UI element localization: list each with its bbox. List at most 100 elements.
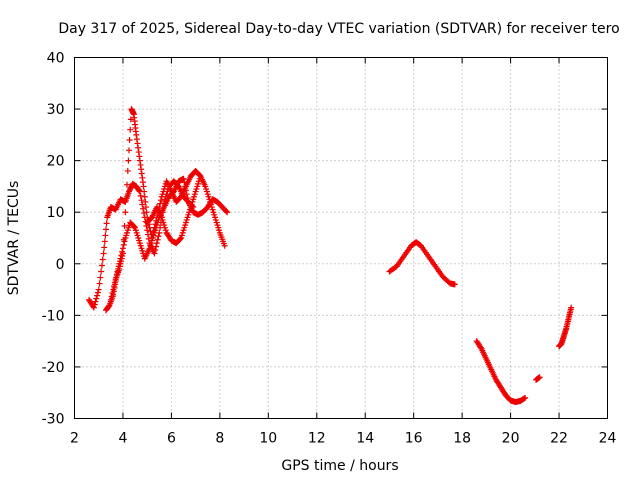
data-point — [477, 344, 484, 351]
data-point — [93, 295, 100, 302]
y-tick-label: -30 — [42, 412, 65, 428]
data-point — [154, 236, 161, 243]
data-point — [101, 238, 108, 245]
data-point — [568, 304, 575, 311]
gridlines — [74, 57, 608, 419]
data-point — [124, 167, 131, 174]
x-tick-label: 6 — [167, 431, 176, 447]
series-trace-c — [107, 106, 228, 303]
data-point — [136, 187, 143, 194]
data-point — [149, 235, 156, 241]
data-point — [123, 195, 130, 202]
y-tick-label: -20 — [42, 360, 65, 376]
y-tick-label: 0 — [56, 257, 65, 273]
x-tick-label: 10 — [259, 431, 277, 447]
data-point — [126, 147, 133, 154]
x-tick-label: 20 — [502, 431, 520, 447]
data-point — [111, 283, 118, 290]
data-point — [99, 256, 106, 263]
x-tick-label: 14 — [356, 431, 374, 447]
y-tick-label: -10 — [42, 308, 65, 324]
data-point — [136, 157, 143, 164]
data-point — [153, 243, 160, 250]
data-point — [140, 183, 147, 190]
x-tick-label: 12 — [308, 431, 326, 447]
data-point — [100, 250, 107, 257]
data-point — [121, 222, 128, 229]
data-point — [138, 166, 145, 173]
data-point — [123, 181, 130, 188]
data-point — [109, 290, 116, 297]
data-point — [102, 226, 109, 233]
x-tick-label: 8 — [215, 431, 224, 447]
data-point — [125, 157, 132, 164]
data-point — [157, 200, 164, 207]
data-point — [152, 247, 159, 254]
data-point — [135, 144, 142, 151]
data-point — [197, 173, 204, 180]
data-point — [153, 217, 160, 224]
data-point — [143, 209, 150, 216]
series-trace-h — [556, 304, 575, 350]
data-point — [94, 289, 101, 296]
data-point — [221, 242, 228, 249]
data-point — [153, 240, 160, 247]
data-point — [94, 292, 101, 299]
data-point — [157, 197, 164, 204]
chart-title: Day 317 of 2025, Sidereal Day-to-day VTE… — [58, 21, 619, 37]
data-point — [108, 293, 115, 300]
data-points — [86, 106, 575, 405]
data-point — [133, 136, 140, 143]
data-point — [137, 192, 144, 199]
data-point — [180, 175, 187, 182]
data-point — [149, 231, 156, 238]
data-point — [145, 235, 152, 242]
series-trace-e — [386, 239, 458, 288]
x-tick-labels: 2 4 6 8 10 12 14 16 18 20 22 24 — [70, 431, 616, 447]
data-point — [98, 268, 105, 275]
x-tick-label: 18 — [453, 431, 471, 447]
data-point — [151, 224, 158, 231]
data-point — [102, 232, 109, 239]
series-trace-d — [144, 173, 204, 247]
data-point — [451, 281, 458, 288]
data-point — [139, 174, 146, 181]
x-tick-label: 4 — [118, 431, 127, 447]
data-point — [131, 223, 138, 230]
data-point — [138, 197, 145, 204]
x-tick-label: 24 — [599, 431, 617, 447]
data-point — [97, 274, 104, 281]
data-point — [141, 188, 148, 195]
series-trace-g — [533, 374, 543, 383]
data-point — [536, 374, 543, 381]
data-point — [224, 209, 231, 216]
data-point — [135, 149, 142, 156]
data-point — [120, 236, 127, 243]
x-tick-label: 2 — [70, 431, 79, 447]
y-tick-label: 10 — [47, 205, 65, 221]
series-trace-f — [473, 338, 529, 405]
data-point — [133, 131, 140, 138]
y-axis-label: SDTVAR / TECUs — [6, 181, 22, 296]
x-tick-label: 16 — [405, 431, 423, 447]
plot-frame — [74, 57, 608, 419]
data-point — [119, 250, 126, 257]
data-point — [140, 210, 147, 217]
data-point — [522, 394, 529, 401]
data-point — [96, 280, 103, 287]
data-point — [103, 220, 110, 227]
axis-ticks — [74, 57, 608, 419]
data-point — [122, 209, 129, 216]
data-point — [126, 137, 133, 144]
data-point — [223, 208, 230, 215]
data-point — [177, 235, 184, 242]
x-tick-label: 22 — [550, 431, 568, 447]
data-point — [142, 198, 149, 205]
data-point — [98, 262, 105, 269]
data-point — [138, 170, 145, 177]
data-point — [127, 126, 134, 133]
data-point — [184, 195, 191, 202]
data-point — [150, 228, 157, 235]
y-tick-label: 30 — [47, 102, 65, 118]
